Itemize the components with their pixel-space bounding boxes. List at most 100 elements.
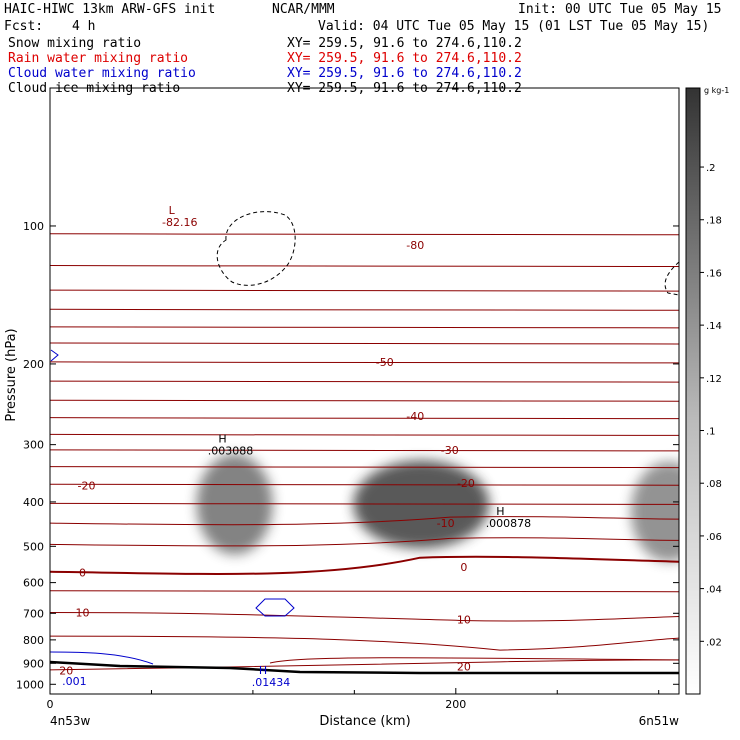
temperature-contour-line: [50, 417, 679, 420]
cloud-ice-contour-right: [664, 261, 679, 296]
field-name-snow: Snow mixing ratio: [8, 36, 142, 51]
temperature-contour-line: [50, 516, 679, 526]
temperature-contour-line: [50, 433, 679, 436]
fcst-value: 4 h: [72, 19, 96, 34]
temperature-contour-line: [50, 380, 679, 383]
y-tick-label: 800: [23, 634, 44, 647]
temperature-contour-line: [50, 289, 679, 292]
temperature-contour-line: [50, 308, 679, 311]
field-name-cloud-water: Cloud water mixing ratio: [8, 66, 196, 81]
y-tick-label: 400: [23, 496, 44, 509]
temperature-contour-line: [50, 502, 679, 505]
temperature-contour-line: [50, 449, 679, 452]
x-tick-label: 0: [47, 698, 54, 711]
left-edge-marker: [50, 349, 59, 362]
extremum-marker: H: [259, 664, 267, 677]
colorbar-tick-label: .2: [706, 163, 716, 174]
y-tick-label: 600: [23, 577, 44, 590]
extremum-value: .003088: [208, 445, 254, 458]
temperature-contour-line: [50, 611, 679, 622]
field-name-rain: Rain water mixing ratio: [8, 51, 189, 66]
colorbar-tick-label: .12: [706, 374, 722, 385]
temperature-contour-line: [50, 342, 679, 345]
cloud-water-contour: [255, 598, 295, 617]
field-xy-cloud-ice: XY= 259.5, 91.6 to 274.6,110.2: [287, 81, 522, 96]
y-tick-label: 1000: [16, 678, 44, 691]
temperature-contour-line: [50, 399, 679, 402]
x-tick-label: 200: [445, 698, 466, 711]
temperature-contour-label: 0: [460, 561, 467, 574]
extremum-value: .01434: [252, 676, 291, 689]
temperature-contour-label: -20: [78, 479, 96, 492]
y-tick-label: 200: [23, 358, 44, 371]
temperature-contour-line: [50, 590, 679, 593]
colorbar-tick-label: .04: [706, 585, 722, 596]
temperature-contour-line: [50, 326, 679, 329]
temperature-contour-label: 10: [75, 606, 89, 619]
x-axis-title: Distance (km): [319, 714, 410, 729]
temperature-contour-line: [50, 361, 679, 364]
field-name-cloud-ice: Cloud ice mixing ratio: [8, 81, 181, 96]
extremum-marker: H: [496, 505, 504, 518]
y-tick-label: 700: [23, 607, 44, 620]
temperature-contour-label: 20: [59, 664, 73, 677]
x-left-end-label: 4n53w: [50, 714, 91, 728]
x-right-end-label: 6n51w: [639, 714, 680, 728]
temperature-contour-label: -10: [437, 517, 455, 530]
temperature-contours: [50, 233, 679, 671]
temperature-contour-label: -80: [406, 239, 424, 252]
colorbar-tick-label: .06: [706, 532, 722, 543]
distance-axis: 0 200: [47, 688, 660, 711]
contour-labels: -80 -50 -40 -30 -20 -20 -10 0 0 10 10 20 20 L-82.16 H.…: [59, 204, 531, 689]
valid-time: Valid: 04 UTC Tue 05 May 15 (01 LST Tue …: [318, 19, 710, 34]
fcst-label: Fcst:: [4, 19, 44, 34]
field-xy-cloud-water: XY= 259.5, 91.6 to 274.6,110.2: [287, 66, 522, 81]
extremum-marker: L: [169, 204, 176, 217]
temperature-contour-line: [50, 483, 679, 486]
temperature-contour-label: -20: [457, 477, 475, 490]
colorbar-scale: [685, 87, 701, 695]
colorbar-tick-label: .08: [706, 479, 722, 490]
temperature-contour-label: 20: [457, 661, 471, 674]
colorbar-tick-label: .18: [706, 216, 722, 227]
temperature-contour-line: [269, 657, 679, 664]
temperature-contour-line: [50, 233, 679, 236]
temperature-contour-line: [50, 265, 679, 268]
temperature-contour-label: 0: [79, 566, 86, 579]
temperature-contour-line: [50, 466, 679, 469]
temperature-contour-label: -30: [441, 444, 459, 457]
colorbar-tick-label: .14: [706, 321, 722, 332]
temperature-contour-line: [50, 555, 679, 575]
cloud-water-contour-label: .001: [62, 675, 87, 688]
extremum-marker: H: [218, 433, 226, 446]
colorbar: .02 .04 .06 .08 .1 .12 .14 .16 .18 .2 g kg-1: [685, 86, 729, 695]
temperature-contour-label: -50: [376, 356, 394, 369]
field-xy-rain: XY= 259.5, 91.6 to 274.6,110.2: [287, 51, 522, 66]
cloud-features: [50, 211, 679, 675]
colorbar-tick-label: .1: [706, 427, 716, 438]
init-time: Init: 00 UTC Tue 05 May 15: [518, 2, 722, 17]
extremum-value: .000878: [486, 517, 532, 530]
model-title: HAIC-HIWC 13km ARW-GFS init: [4, 2, 216, 17]
field-xy-snow: XY= 259.5, 91.6 to 274.6,110.2: [287, 36, 522, 51]
center-title: NCAR/MMM: [272, 2, 335, 17]
y-tick-label: 900: [23, 657, 44, 670]
y-tick-label: 300: [23, 439, 44, 452]
snow-maximum: [196, 454, 273, 555]
y-tick-label: 100: [23, 220, 44, 233]
plot-frame: [49, 87, 680, 695]
y-tick-label: 500: [23, 540, 44, 553]
colorbar-unit: g kg-1: [704, 86, 729, 95]
extremum-value: -82.16: [162, 216, 197, 229]
snow-maximum: [630, 461, 679, 562]
terrain-line: [50, 660, 679, 675]
temperature-contour-label: -40: [406, 410, 424, 423]
cloud-ice-contour: [216, 211, 296, 286]
colorbar-tick-label: .02: [706, 637, 722, 648]
colorbar-tick-label: .16: [706, 268, 722, 279]
y-axis-title: Pressure (hPa): [4, 328, 19, 421]
temperature-contour-line: [50, 537, 679, 547]
temperature-contour-line: [50, 635, 679, 651]
